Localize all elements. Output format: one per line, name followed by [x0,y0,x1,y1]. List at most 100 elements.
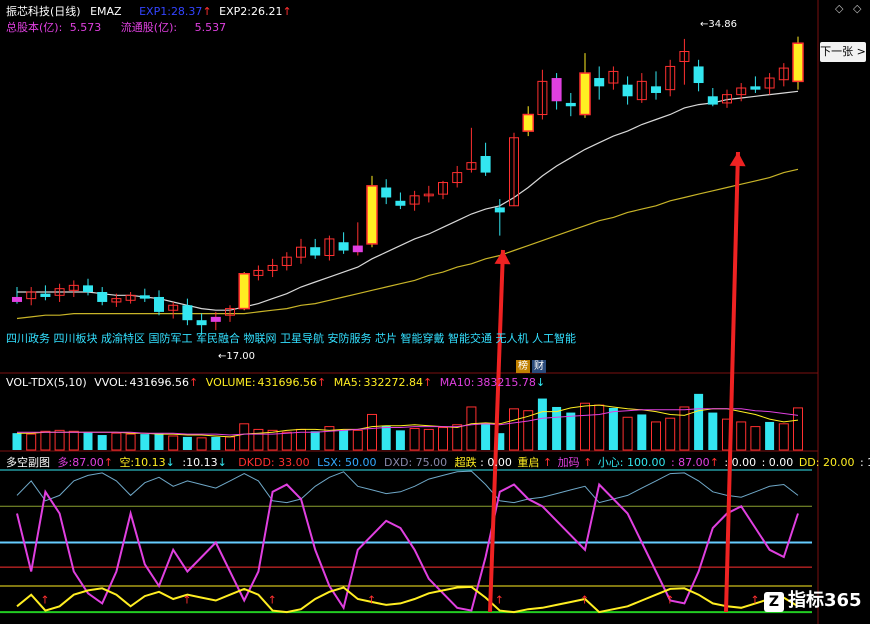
next-page-button[interactable]: 下一张 > [820,42,866,62]
volume-bar [622,416,633,451]
volume-bar [778,423,789,451]
float-shares-label: 流通股(亿): [120,21,178,34]
candle-body [296,246,306,258]
low-price-label: ←17.00 [218,351,255,362]
candle-body [665,65,676,91]
rank-badge[interactable]: 榜 [516,360,530,373]
signal-up-marker: ↑ [268,593,277,606]
window-control-icon[interactable]: ◇ [835,2,844,15]
osc-v0b: : 0.00 [761,456,794,469]
candle-body [253,269,264,276]
volume-bar [140,434,150,450]
candle-body [83,285,93,292]
volume-bar [793,407,803,451]
volume-bar [438,427,448,451]
volume-bar [750,426,761,451]
dxd-value: DXD: 75.00 [383,456,448,469]
volume-ma10-line [17,408,799,436]
candle-body [778,67,789,81]
volume-bar [395,430,405,450]
volume-bar [182,436,192,450]
volume-bar [339,430,349,450]
volume-bar [651,421,661,451]
high-price-value: 34.86 [708,19,738,30]
chong-qi-label: 重启 [517,456,540,469]
vvol-label: VVOL: [94,376,128,389]
candle-body [636,80,647,101]
vol-indicator-name: VOL-TDX(5,10) [6,376,87,389]
candle-body [480,156,491,173]
ma10-label: MA10: [439,376,475,389]
next-page-label: 下一张 [820,45,854,58]
osc-val-0: : 0.00 [480,456,512,469]
candle-body [26,291,37,300]
osc-indicator-name: 多空副图 [6,456,50,469]
volume-bar [54,429,65,451]
vvol-value: 431696.56 [129,376,190,389]
volume-bar [665,417,676,451]
total-shares-value: 5.573 [69,21,102,34]
signal-arrow-head [494,250,511,265]
candle-body [764,77,775,89]
signal-arrow-shaft [488,249,505,613]
kong-label: 空: [119,456,135,469]
candle-body [281,256,292,266]
volume-bar [281,431,292,451]
candle-body [139,295,150,299]
volume-bar [97,435,107,450]
volume-bar [580,402,590,451]
candle-body [622,84,633,97]
volume-bar [765,421,775,450]
candle-body [381,187,392,198]
dd-value: DD: 20.00 [798,456,855,469]
vvol-up-arrow: ↑ [189,376,199,389]
volume-bar [452,424,463,451]
volume-bar [608,407,618,450]
v87-up-arrow: ↑ [709,456,719,469]
ma5-value: 332272.84 [363,376,424,389]
candle-body [238,273,250,310]
candle-body [267,264,278,271]
volume-bar [409,427,420,451]
volume-bar [83,432,93,450]
candle-body [679,51,690,62]
jia-ma-up-arrow: ↑ [583,456,593,469]
volume-bar [324,426,335,451]
period-label: (日线) [50,5,81,18]
extra-value: :10.13 [182,456,218,469]
signal-up-marker: ↑ [580,593,589,606]
signal-up-marker: ↑ [495,593,504,606]
volume-bar [708,412,718,450]
volume-bar [196,437,207,451]
volume-bar [594,404,605,451]
volume-bar [552,406,562,450]
exp2-label: EXP2: [219,5,251,18]
candle-body [509,137,519,207]
chao-die-label: 超跌 [454,456,477,469]
watermark-logo: Z 指标365 [764,586,862,612]
ma5-label: MA5: [333,376,362,389]
volume-bar [495,433,505,450]
candle-body [125,294,136,301]
stock-name: 振芯科技 [6,5,50,18]
volume-bar [310,431,320,450]
price-panel-header: 振芯科技(日线) EMAZ EXP1:28.37↑ EXP2:26.21↑ [6,3,292,19]
concept-tags: 四川政务 四川板块 成渝特区 国防军工 军民融合 物联网 卫星导航 安防服务 芯… [6,332,576,345]
candle-body [551,78,562,102]
volume-bar [154,433,164,450]
finance-badge[interactable]: 财 [532,360,546,373]
candle-body [338,242,349,251]
high-price-label: ←34.86 [700,19,737,30]
osc-tail: : 10.13 [859,456,870,469]
shares-info: 总股本(亿): 5.573 流通股(亿): 5.537 [6,19,226,35]
candle-body [608,70,619,84]
osc-panel-header: 多空副图 多:87.00↑ 空:10.13↓ :10.13↓ DKDD: 33.… [6,454,870,470]
low-price-value: 17.00 [226,351,256,362]
volume-bar [566,412,576,450]
window-control-icon[interactable]: ◇ [853,2,862,15]
signal-arrow-head [729,152,746,167]
ma-long-line [16,168,799,320]
candle-body [750,86,761,90]
